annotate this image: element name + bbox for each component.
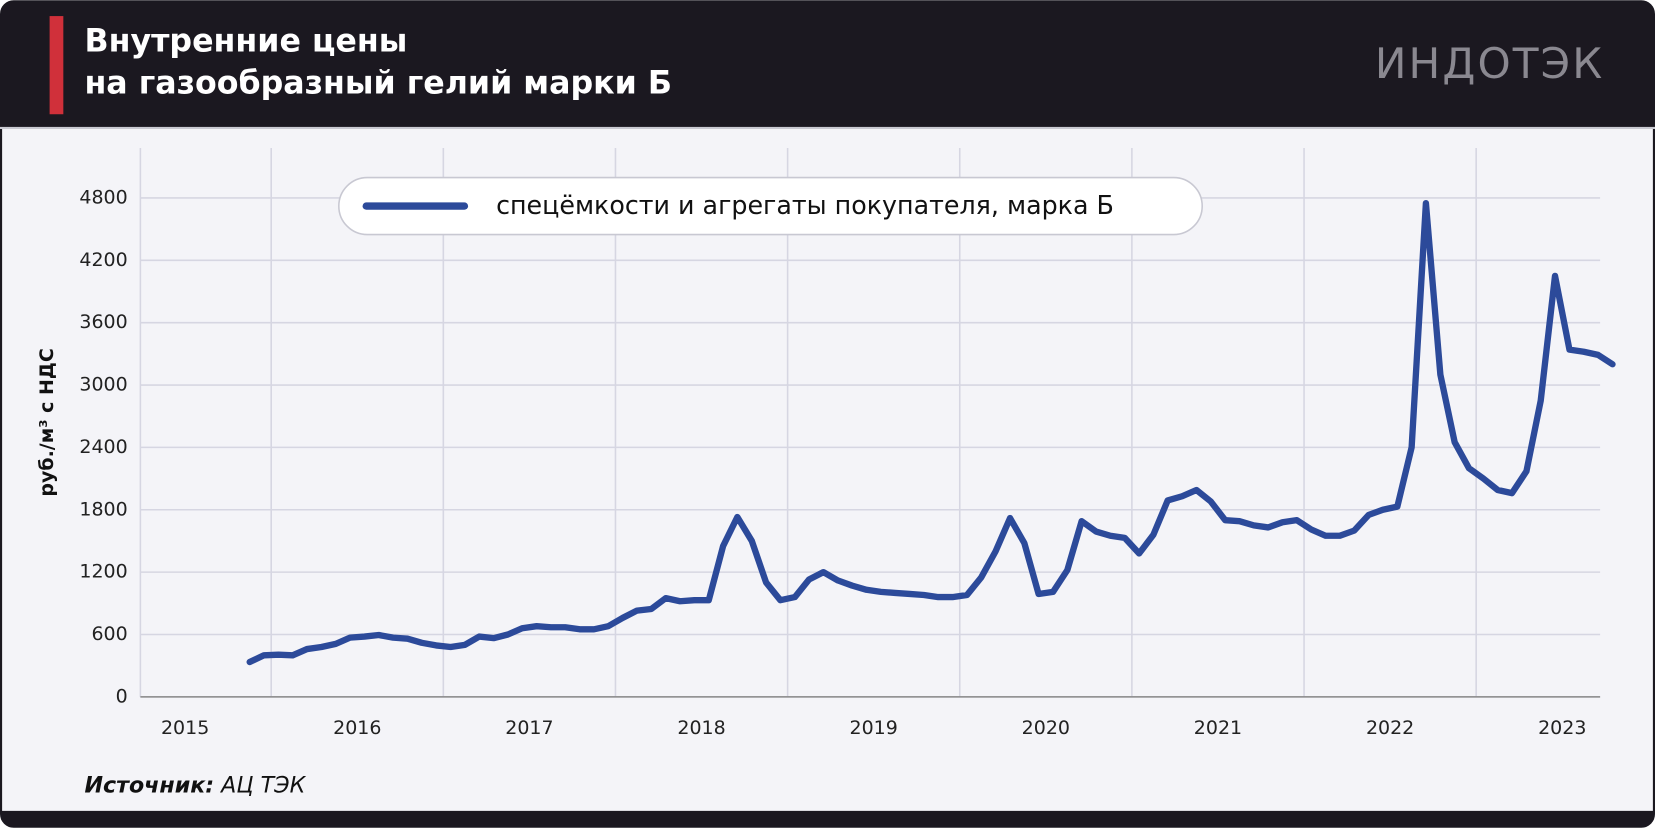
y-tick-label: 3600	[79, 311, 127, 333]
legend: спецёмкости и агрегаты покупателя, марка…	[338, 176, 1203, 236]
y-tick-label: 4800	[79, 186, 127, 208]
x-tick-label: 2016	[333, 717, 381, 739]
title-line: на газообразный гелий марки Б	[84, 66, 672, 102]
header-band	[1, 1, 1654, 128]
title-line: Внутренние цены	[84, 23, 407, 59]
x-tick-label: 2023	[1538, 717, 1586, 739]
data-line	[246, 199, 1616, 666]
source: Источник: АЦ ТЭК	[84, 772, 306, 798]
x-tick-label: 2015	[161, 717, 209, 739]
source-label: Источник:	[84, 772, 214, 798]
y-tick-label: 1800	[79, 498, 127, 520]
x-tick-label: 2022	[1366, 717, 1414, 739]
y-tick-label: 0	[116, 685, 128, 707]
legend-box	[338, 176, 1203, 236]
source-text: АЦ ТЭК	[219, 772, 306, 798]
logo: ИНДОТЭК	[1375, 39, 1604, 88]
plot-area: 0 600 1200 1800 2400 3000 3600 4200 4800 2015 2016…	[79, 148, 1616, 739]
y-tick-label: 2400	[79, 436, 127, 458]
x-tick-label: 2020	[1022, 717, 1070, 739]
header-rule	[0, 126, 1655, 130]
accent-bar	[49, 16, 64, 115]
x-tick-label: 2017	[505, 717, 553, 739]
y-tick-label: 600	[91, 623, 127, 645]
y-tick-label: 4200	[79, 249, 127, 271]
x-tick-label: 2019	[850, 717, 898, 739]
x-tick-label: 2021	[1194, 717, 1242, 739]
y-tick-label: 3000	[79, 374, 127, 396]
legend-label: спецёмкости и агрегаты покупателя, марка…	[496, 190, 1114, 220]
footer-band	[1, 810, 1654, 827]
y-axis-label: руб./м³ с НДС	[36, 348, 58, 496]
y-tick-label: 1200	[79, 561, 127, 583]
x-tick-label: 2018	[677, 717, 725, 739]
